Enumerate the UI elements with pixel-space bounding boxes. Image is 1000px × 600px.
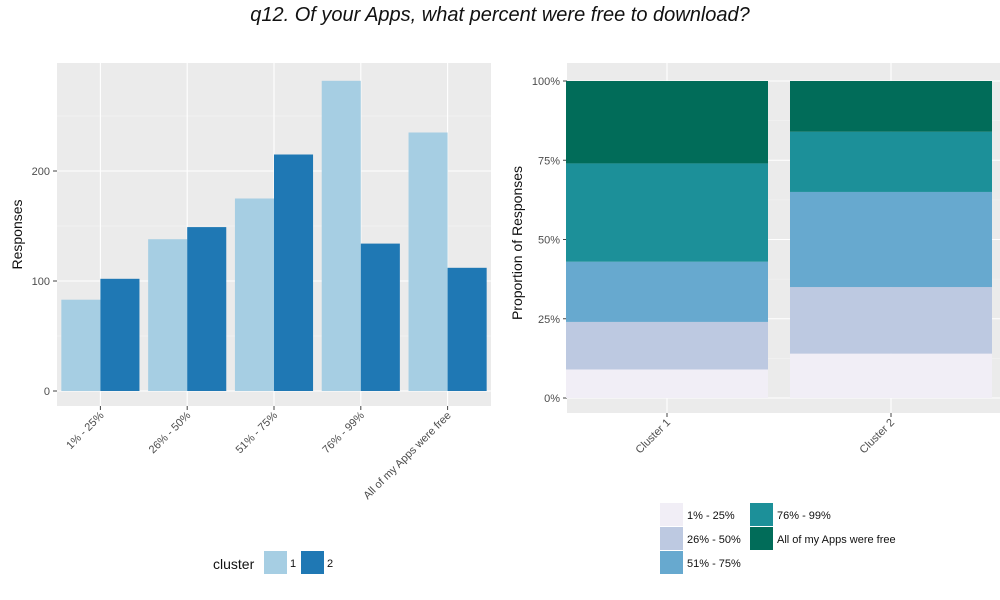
left-bar	[447, 267, 487, 391]
left-x-tick-label: 51% - 75%	[234, 409, 281, 456]
right-x-tick-label: Cluster 2	[858, 417, 898, 457]
right-y-tick-label: 50%	[538, 235, 560, 247]
right-stacked-segment	[566, 321, 768, 370]
left-legend-label: 1	[290, 558, 296, 570]
left-bar	[360, 243, 400, 391]
right-legend-swatch	[750, 503, 773, 526]
right-y-tick-label: 25%	[538, 314, 560, 326]
right-legend-label: 26% - 50%	[687, 534, 741, 546]
right-legend-label: 1% - 25%	[687, 510, 735, 522]
left-y-tick-label: 100	[32, 276, 50, 288]
right-y-axis-title: Proportion of Responses	[509, 166, 525, 320]
right-stacked-segment	[566, 261, 768, 322]
right-stacked-segment	[566, 369, 768, 398]
left-x-tick-label: 26% - 50%	[147, 409, 194, 456]
left-bar	[148, 239, 188, 391]
right-legend-label: 76% - 99%	[777, 510, 831, 522]
left-legend-label: 2	[327, 558, 333, 570]
right-legend-swatch	[660, 527, 683, 550]
left-x-tick-label: 1% - 25%	[64, 409, 106, 451]
right-x-tick-label: Cluster 1	[634, 417, 674, 457]
left-legend-swatch	[301, 551, 324, 574]
right-legend-swatch	[660, 551, 683, 574]
right-legend-label: All of my Apps were free	[777, 534, 896, 546]
left-y-axis-title: Responses	[9, 199, 25, 269]
left-bar	[234, 198, 274, 391]
left-bar	[408, 132, 448, 391]
right-stacked-segment	[566, 81, 768, 164]
left-bar	[321, 80, 361, 392]
right-y-tick-label: 0%	[544, 393, 560, 405]
page-title: q12. Of your Apps, what percent were fre…	[250, 4, 750, 26]
right-legend-swatch	[660, 503, 683, 526]
right-legend-label: 51% - 75%	[687, 558, 741, 570]
left-y-tick-label: 200	[32, 166, 50, 178]
right-stacked-segment	[790, 353, 992, 398]
left-bar	[100, 278, 140, 391]
left-legend-title: cluster	[213, 556, 255, 572]
left-y-tick-label: 0	[44, 386, 50, 398]
right-stacked-segment	[790, 191, 992, 288]
left-bar	[61, 299, 101, 391]
right-stacked-segment	[790, 287, 992, 354]
right-stacked-segment	[566, 163, 768, 262]
right-legend-swatch	[750, 527, 773, 550]
right-stacked-segment	[790, 81, 992, 132]
left-x-tick-label: All of my Apps were free	[361, 410, 453, 502]
right-y-tick-label: 100%	[532, 76, 560, 88]
left-bar	[187, 227, 227, 391]
left-legend-swatch	[264, 551, 287, 574]
left-bar	[274, 154, 314, 391]
left-x-tick-label: 76% - 99%	[320, 409, 367, 456]
right-stacked-segment	[790, 131, 992, 192]
right-y-tick-label: 75%	[538, 155, 560, 167]
